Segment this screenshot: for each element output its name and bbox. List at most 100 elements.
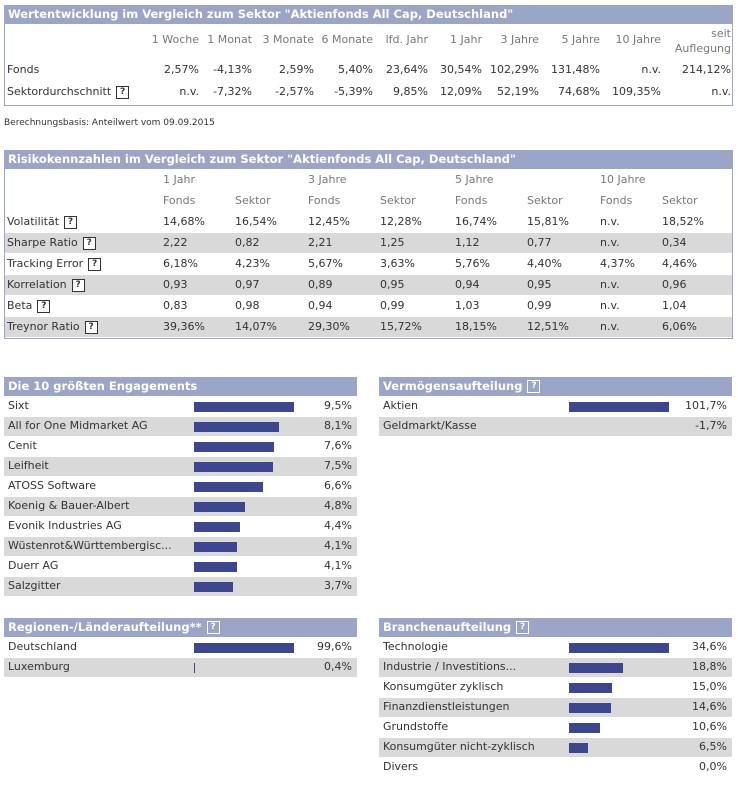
- title-text: Branchenaufteilung: [383, 620, 512, 634]
- help-icon[interactable]: ?: [527, 380, 541, 393]
- row-label: Korrelation?: [7, 275, 85, 295]
- cell: 4,37%: [600, 257, 635, 270]
- cell: 18,52%: [662, 215, 704, 228]
- cell: n.v.: [600, 320, 620, 333]
- cell: 0,94: [308, 299, 333, 312]
- list-row: Industrie / Investitions... 18,8%: [379, 658, 732, 678]
- cell: -7,32%: [213, 85, 252, 98]
- item-value: 18,8%: [692, 660, 727, 673]
- cell: 6,06%: [662, 320, 697, 333]
- cell: 16,74%: [455, 215, 497, 228]
- row-label: Volatilität?: [7, 212, 78, 232]
- sub-header: Fonds: [600, 194, 633, 207]
- bar: [569, 743, 588, 753]
- column-header: 3 Monate: [262, 33, 314, 46]
- help-icon[interactable]: ?: [71, 278, 85, 292]
- cell: 14,68%: [163, 215, 205, 228]
- cell: 0,93: [163, 278, 188, 291]
- cell: 39,36%: [163, 320, 205, 333]
- sub-header: Sektor: [527, 194, 563, 207]
- help-icon[interactable]: ?: [88, 257, 102, 271]
- item-value: 4,1%: [324, 539, 352, 552]
- cell: 23,64%: [386, 63, 428, 76]
- item-name: Luxemburg: [8, 660, 70, 673]
- item-name: Leifheit: [8, 459, 49, 472]
- cell: 14,07%: [235, 320, 277, 333]
- cell: 29,30%: [308, 320, 350, 333]
- cell: 0,98: [235, 299, 260, 312]
- item-value: 14,6%: [692, 700, 727, 713]
- item-value: 99,6%: [317, 640, 352, 653]
- sub-header: Sektor: [662, 194, 698, 207]
- item-name: Grundstoffe: [383, 720, 449, 733]
- label-text: Beta: [7, 299, 33, 312]
- list-row: All for One Midmarket AG 8,1%: [4, 417, 357, 437]
- column-header: 5 Jahre: [561, 33, 601, 46]
- column-header: 1 Woche: [151, 33, 199, 46]
- help-icon[interactable]: ?: [64, 215, 78, 229]
- cell: 4,40%: [527, 257, 562, 270]
- cell: 2,21: [308, 236, 333, 249]
- cell: 1,25: [380, 236, 405, 249]
- list-row: Duerr AG 4,1%: [4, 557, 357, 577]
- table-row: Sharpe Ratio? 2,22 0,82 2,21 1,25 1,12 0,77 n.v…: [5, 233, 732, 254]
- help-icon[interactable]: ?: [116, 85, 130, 99]
- cell: 15,72%: [380, 320, 422, 333]
- column-header: 6 Monate: [321, 33, 373, 46]
- item-value: 34,6%: [692, 640, 727, 653]
- help-icon[interactable]: ?: [516, 621, 530, 634]
- cell: 0,77: [527, 236, 552, 249]
- cell: 6,18%: [163, 257, 198, 270]
- help-icon[interactable]: ?: [206, 621, 220, 634]
- label-text: Fonds: [7, 63, 40, 76]
- column-header: lfd. Jahr: [385, 33, 428, 46]
- item-value: 101,7%: [685, 399, 727, 412]
- cell: 1,12: [455, 236, 480, 249]
- list-row: Sixt 9,5%: [4, 397, 357, 417]
- list-row: Finanzdienstleistungen 14,6%: [379, 698, 732, 718]
- help-icon[interactable]: ?: [37, 299, 51, 313]
- help-icon[interactable]: ?: [84, 320, 98, 334]
- list-row: Koenig & Bauer-Albert 4,8%: [4, 497, 357, 517]
- panel-title: Die 10 größten Engagements: [4, 377, 357, 396]
- bar: [194, 482, 264, 492]
- item-value: 6,5%: [699, 740, 727, 753]
- cell: 5,76%: [455, 257, 490, 270]
- item-name: Evonik Industries AG: [8, 519, 122, 532]
- sub-header: Fonds: [308, 194, 341, 207]
- cell: n.v.: [600, 236, 620, 249]
- period-header: 5 Jahre: [455, 173, 494, 186]
- bar: [194, 582, 233, 592]
- cell: n.v.: [600, 278, 620, 291]
- row-label: Tracking Error?: [7, 254, 102, 274]
- column-header: 3 Jahre: [500, 33, 540, 46]
- list-row: Grundstoffe 10,6%: [379, 718, 732, 738]
- cell: 0,95: [527, 278, 552, 291]
- title-text: Vermögensaufteilung: [383, 379, 523, 393]
- cell: 4,46%: [662, 257, 697, 270]
- list-row: Evonik Industries AG 4,4%: [4, 517, 357, 537]
- row-label: Sharpe Ratio?: [7, 233, 96, 253]
- row-label: Treynor Ratio?: [7, 317, 98, 337]
- cell: 109,35%: [612, 85, 661, 98]
- item-value: 0,0%: [699, 760, 727, 773]
- item-value: 9,5%: [324, 399, 352, 412]
- cell: 0,34: [662, 236, 687, 249]
- cell: 131,48%: [551, 63, 600, 76]
- cell: 15,81%: [527, 215, 569, 228]
- help-icon[interactable]: ?: [82, 236, 96, 250]
- table-frame: [4, 24, 733, 106]
- table-frame: [4, 169, 733, 339]
- cell: 0,97: [235, 278, 260, 291]
- label-text: Tracking Error: [7, 257, 84, 270]
- cell: -2,57%: [275, 85, 314, 98]
- bar: [569, 723, 600, 733]
- list-row: Cenit 7,6%: [4, 437, 357, 457]
- panel-title: Vermögensaufteilung?: [379, 377, 732, 396]
- sub-header: Fonds: [455, 194, 488, 207]
- bar: [194, 542, 238, 552]
- bar: [194, 502, 245, 512]
- cell: 9,85%: [393, 85, 428, 98]
- item-value: 0,4%: [324, 660, 352, 673]
